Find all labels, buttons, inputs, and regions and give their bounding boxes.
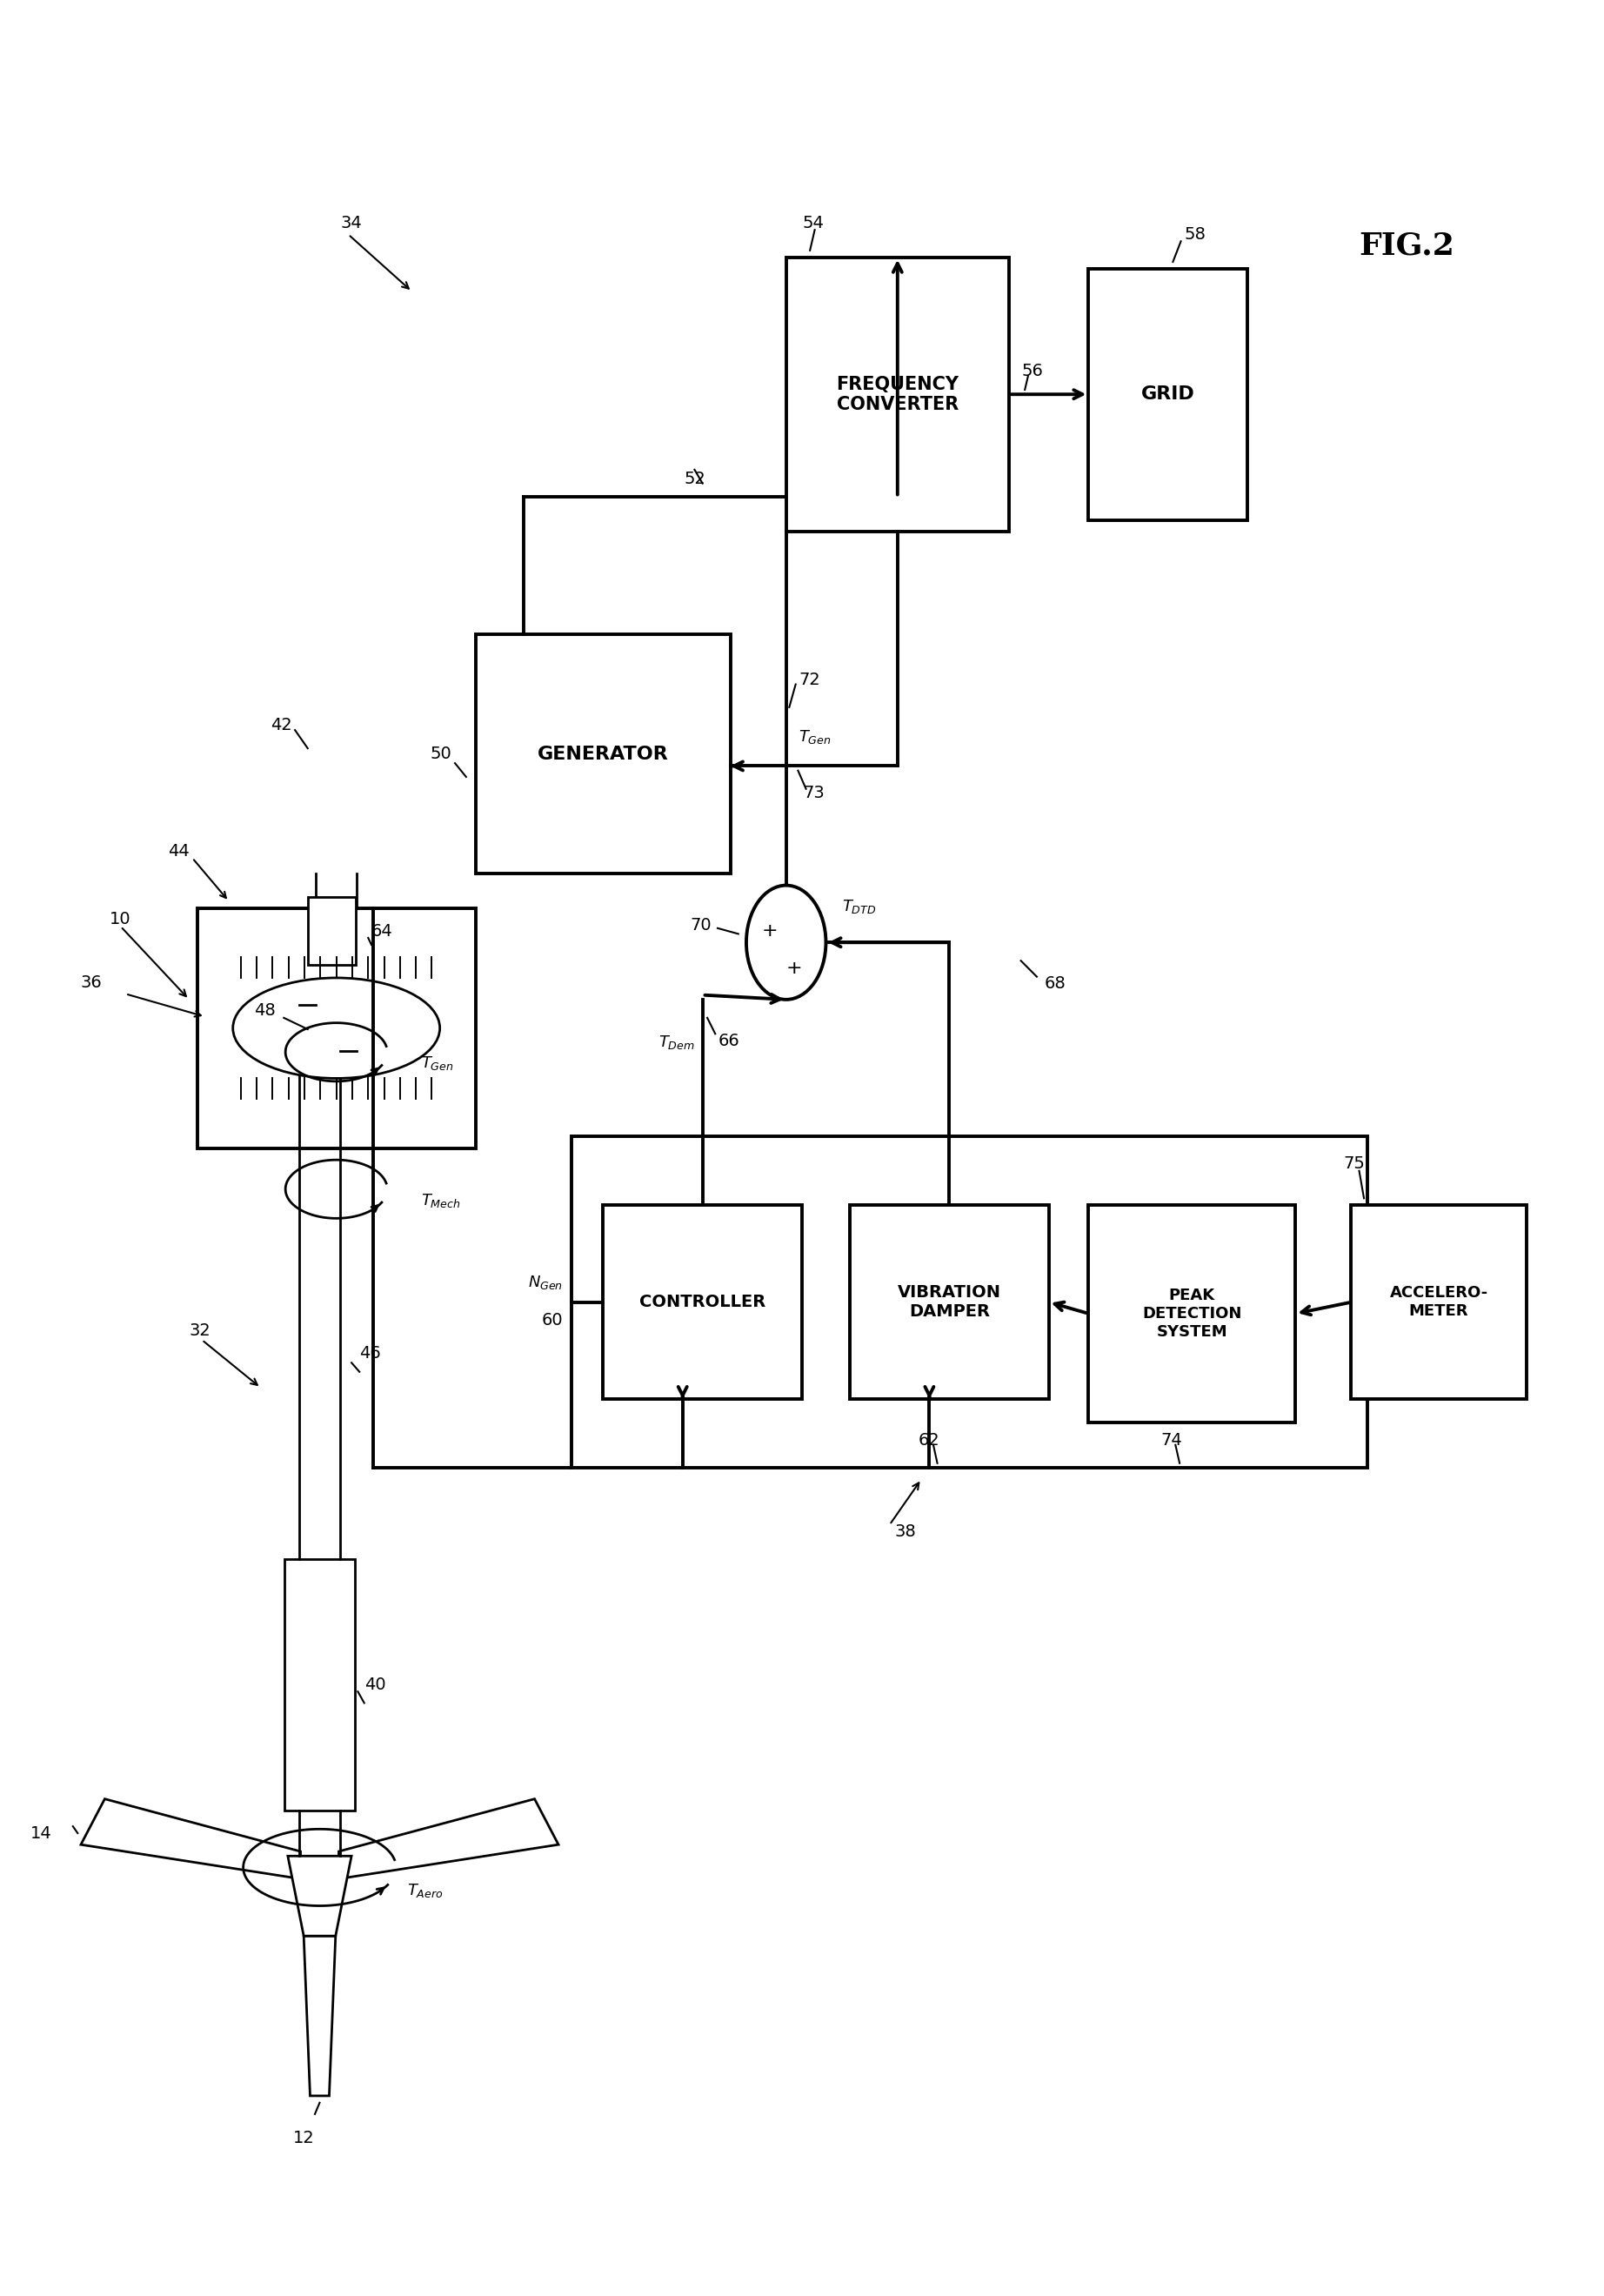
Text: FIG.2: FIG.2 xyxy=(1359,232,1455,262)
Text: ACCELERO-
METER: ACCELERO- METER xyxy=(1389,1286,1489,1318)
Text: 48: 48 xyxy=(255,1003,276,1019)
Text: 42: 42 xyxy=(269,716,292,735)
Text: 38: 38 xyxy=(895,1525,916,1541)
Text: 46: 46 xyxy=(359,1345,382,1362)
FancyBboxPatch shape xyxy=(476,634,730,875)
Text: 52: 52 xyxy=(683,471,706,487)
Text: 12: 12 xyxy=(294,2131,314,2147)
Text: $T_{Gen}$: $T_{Gen}$ xyxy=(799,728,831,746)
Text: 73: 73 xyxy=(804,785,824,801)
Ellipse shape xyxy=(233,978,439,1079)
FancyBboxPatch shape xyxy=(786,257,1009,530)
Text: 72: 72 xyxy=(799,670,820,689)
FancyBboxPatch shape xyxy=(1351,1205,1527,1398)
FancyBboxPatch shape xyxy=(284,1559,354,1809)
Text: PEAK
DETECTION
SYSTEM: PEAK DETECTION SYSTEM xyxy=(1142,1288,1241,1339)
Polygon shape xyxy=(80,1800,300,1878)
FancyBboxPatch shape xyxy=(1089,1205,1296,1421)
FancyBboxPatch shape xyxy=(197,909,476,1148)
Text: 14: 14 xyxy=(30,1825,53,1841)
Text: CONTROLLER: CONTROLLER xyxy=(640,1295,765,1311)
Text: 50: 50 xyxy=(430,746,452,762)
Text: $T_{Mech}$: $T_{Mech}$ xyxy=(420,1192,460,1210)
Text: $T_{Dem}$: $T_{Dem}$ xyxy=(658,1033,695,1052)
Text: +: + xyxy=(786,960,802,976)
Text: 34: 34 xyxy=(340,216,363,232)
Text: 10: 10 xyxy=(109,912,132,928)
Text: VIBRATION
DAMPER: VIBRATION DAMPER xyxy=(898,1283,1001,1320)
Polygon shape xyxy=(303,1936,335,2096)
Polygon shape xyxy=(287,1855,351,1936)
Text: 62: 62 xyxy=(919,1433,940,1449)
Text: 68: 68 xyxy=(1044,976,1067,992)
Text: FREQUENCY
CONVERTER: FREQUENCY CONVERTER xyxy=(836,377,959,413)
Circle shape xyxy=(746,886,826,999)
FancyBboxPatch shape xyxy=(1089,269,1248,519)
Text: 40: 40 xyxy=(364,1676,385,1692)
Polygon shape xyxy=(338,1800,558,1878)
Text: +: + xyxy=(762,923,778,939)
FancyBboxPatch shape xyxy=(603,1205,802,1398)
Text: 64: 64 xyxy=(372,923,393,939)
Text: GRID: GRID xyxy=(1142,386,1195,404)
Text: 74: 74 xyxy=(1161,1433,1182,1449)
Text: 60: 60 xyxy=(542,1313,563,1329)
Text: 66: 66 xyxy=(719,1033,739,1049)
Text: 56: 56 xyxy=(1022,363,1043,379)
Text: $T_{Aero}$: $T_{Aero}$ xyxy=(407,1883,443,1899)
Text: 44: 44 xyxy=(167,843,189,859)
Text: $T_{DTD}$: $T_{DTD}$ xyxy=(842,898,876,916)
Text: 75: 75 xyxy=(1343,1155,1365,1173)
Text: 70: 70 xyxy=(690,916,711,934)
FancyBboxPatch shape xyxy=(850,1205,1049,1398)
Text: $N_{Gen}$: $N_{Gen}$ xyxy=(528,1274,563,1290)
Text: 54: 54 xyxy=(802,216,823,232)
Text: 36: 36 xyxy=(80,974,101,990)
Text: 58: 58 xyxy=(1184,227,1206,243)
Text: GENERATOR: GENERATOR xyxy=(537,746,669,762)
FancyBboxPatch shape xyxy=(308,898,356,964)
Text: $T_{Gen}$: $T_{Gen}$ xyxy=(420,1054,454,1072)
Text: 32: 32 xyxy=(189,1322,210,1339)
